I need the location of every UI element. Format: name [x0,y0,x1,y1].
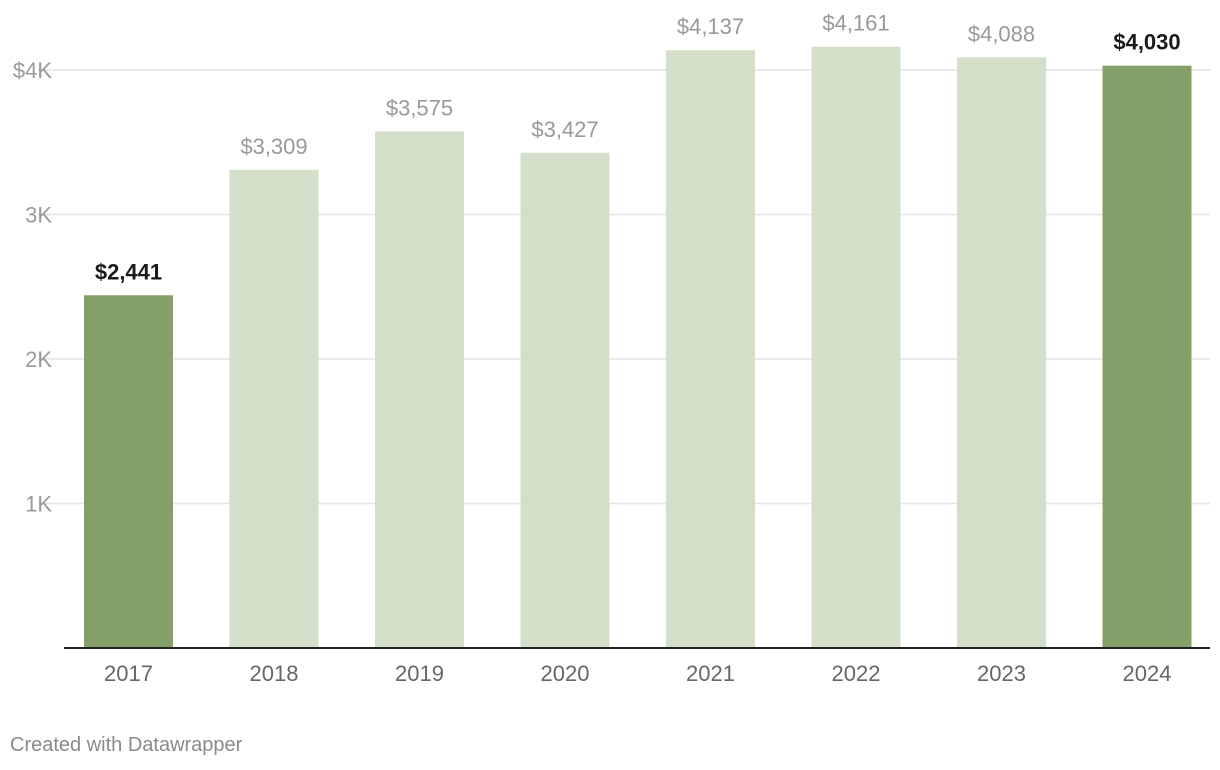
bar-2020 [520,152,610,648]
bar-2018 [229,169,319,649]
value-label-2020: $3,427 [531,117,598,142]
x-tick-label: 2024 [1123,661,1172,686]
bar-2019 [375,131,464,649]
x-tick-label: 2023 [977,661,1026,686]
value-label-2022: $4,161 [822,11,889,36]
value-label-2019: $3,575 [386,95,453,120]
credit-text: Created with Datawrapper [10,734,243,756]
value-label-2018: $3,309 [240,134,307,159]
x-tick-label: 2018 [250,661,299,686]
y-tick-label: 2K [25,347,52,372]
bar-2023 [957,57,1046,649]
x-tick-label: 2017 [104,661,153,686]
bar-2017 [84,295,173,648]
x-tick-label: 2022 [832,661,881,686]
value-label-2021: $4,137 [677,14,744,39]
x-tick-label: 2019 [395,661,444,686]
bar-2022 [811,46,901,649]
x-tick-label: 2020 [541,661,590,686]
bar-2021 [666,50,755,649]
y-tick-label: 3K [25,203,52,228]
y-tick-label: $4K [13,58,52,83]
bar-2024 [1102,65,1192,649]
bar-chart: 1K 2K 3K $4K $2,441 2017 $3,309 2018 $3,575 2019 $… [13,11,1210,686]
value-label-2017: $2,441 [95,259,162,284]
value-label-2024: $4,030 [1113,30,1180,55]
value-label-2023: $4,088 [968,21,1035,46]
y-tick-label: 1K [25,492,52,517]
x-tick-label: 2021 [686,661,735,686]
